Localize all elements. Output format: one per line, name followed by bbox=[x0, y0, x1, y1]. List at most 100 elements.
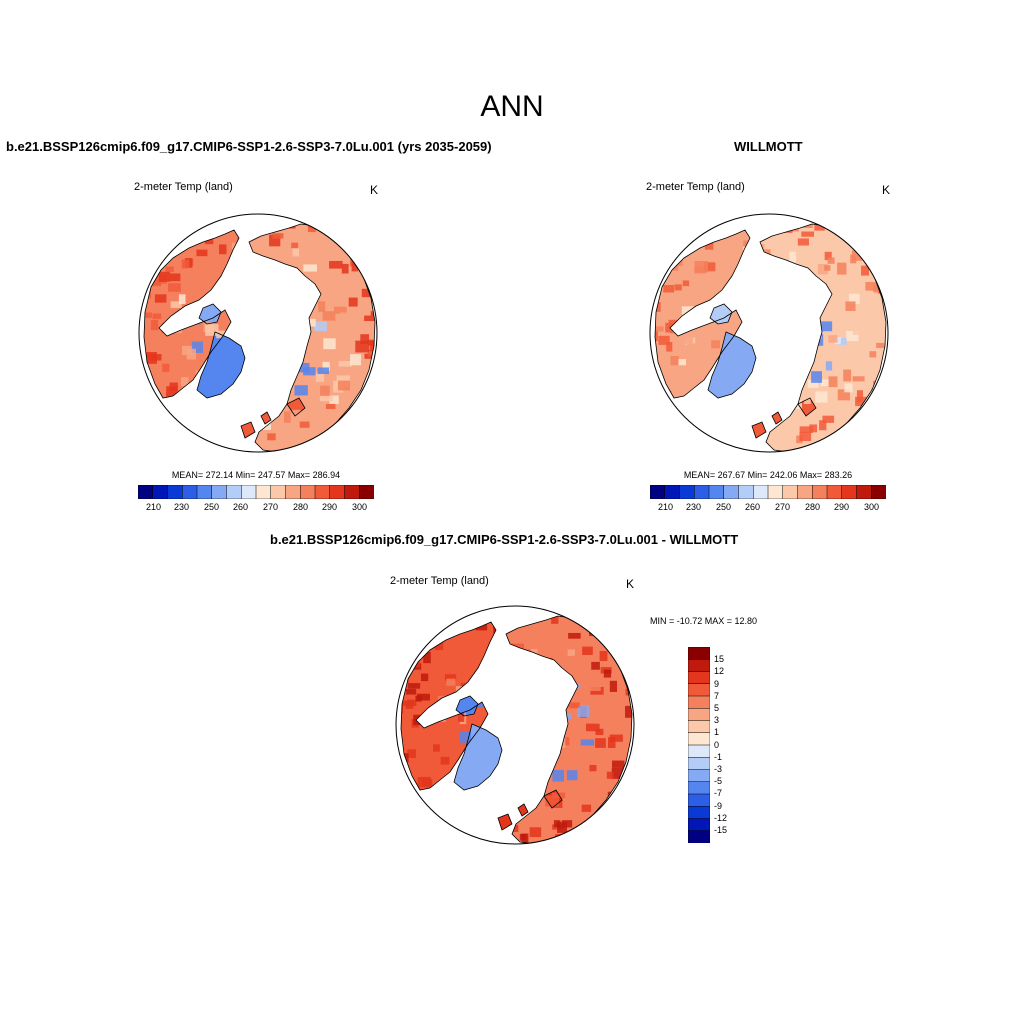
temperature-cell bbox=[184, 229, 191, 236]
temperature-cell bbox=[879, 234, 886, 246]
temperature-cell bbox=[209, 446, 222, 452]
temperature-cell bbox=[828, 335, 838, 343]
temperature-cell bbox=[837, 337, 847, 345]
temperature-cell bbox=[694, 261, 709, 273]
temperature-cell bbox=[545, 795, 559, 807]
diff-tick: -15 bbox=[714, 825, 728, 835]
land-arctic-archipelago bbox=[456, 696, 478, 716]
temperature-cell bbox=[409, 645, 419, 652]
diff-tick: -5 bbox=[714, 776, 723, 786]
temperature-cell bbox=[563, 713, 572, 722]
diff-tick: -12 bbox=[714, 813, 728, 823]
colorbar-swatch bbox=[285, 485, 301, 499]
temperature-cell bbox=[516, 679, 528, 686]
temperature-cell bbox=[407, 749, 416, 758]
temperature-cell bbox=[699, 312, 711, 319]
land-island bbox=[241, 422, 255, 438]
temperature-cell bbox=[338, 361, 353, 367]
temperature-cell bbox=[889, 305, 890, 316]
colorbar-swatch bbox=[688, 781, 710, 795]
temperature-cell bbox=[687, 316, 699, 326]
temperature-cell bbox=[804, 272, 811, 284]
diff-tick: 9 bbox=[714, 679, 720, 689]
temperature-cell bbox=[330, 448, 339, 452]
temperature-cell bbox=[407, 655, 420, 668]
temperature-cell bbox=[445, 796, 455, 804]
obs-tick: 300 bbox=[864, 502, 880, 512]
temperature-cell bbox=[367, 254, 375, 263]
obs-unit-label: K bbox=[882, 183, 891, 197]
temperature-cell bbox=[587, 681, 601, 691]
temperature-cell bbox=[329, 260, 343, 269]
coastline bbox=[707, 331, 757, 399]
colorbar-swatch bbox=[782, 485, 799, 499]
obs-tick: 260 bbox=[745, 502, 761, 512]
temperature-cell bbox=[201, 400, 213, 407]
temperature-cell bbox=[581, 804, 592, 812]
temperature-cell bbox=[177, 235, 188, 244]
temperature-cell bbox=[862, 235, 877, 248]
temperature-cell bbox=[621, 616, 630, 617]
temperature-cell bbox=[245, 369, 259, 379]
temperature-cell bbox=[806, 280, 814, 289]
colorbar-swatch bbox=[826, 485, 843, 499]
colorbar-swatch bbox=[688, 806, 710, 820]
coastline bbox=[771, 411, 783, 425]
temperature-cell bbox=[504, 703, 515, 710]
temperature-cell bbox=[595, 738, 606, 748]
diff-tick: 3 bbox=[714, 715, 720, 725]
temperature-cell bbox=[672, 398, 683, 409]
temperature-cell bbox=[838, 354, 852, 363]
temperature-cell bbox=[152, 313, 162, 320]
land-island bbox=[261, 412, 271, 424]
temperature-cell bbox=[665, 447, 674, 452]
temperature-cell bbox=[733, 293, 747, 303]
temperature-cell bbox=[339, 429, 353, 440]
temperature-cell bbox=[144, 230, 152, 237]
colorbar-swatch bbox=[300, 485, 316, 499]
temperature-cell bbox=[230, 319, 244, 328]
temperature-cell bbox=[200, 423, 214, 431]
land-arctic-archipelago bbox=[199, 304, 221, 324]
colorbar-swatch bbox=[255, 485, 272, 499]
temperature-cell bbox=[611, 760, 625, 768]
temperature-cell bbox=[582, 743, 593, 753]
temperature-cell bbox=[163, 422, 176, 433]
temperature-cell bbox=[670, 355, 679, 366]
temperature-cell bbox=[370, 311, 375, 317]
model-variable-label: 2-meter Temp (land) bbox=[134, 181, 233, 193]
temperature-cell bbox=[145, 239, 154, 247]
temperature-cell bbox=[556, 782, 569, 792]
colorbar-swatch bbox=[679, 485, 695, 499]
model-polar-map bbox=[138, 213, 378, 453]
temperature-cell bbox=[814, 224, 825, 231]
diff-variable-label: 2-meter Temp (land) bbox=[390, 575, 489, 587]
temperature-cell bbox=[824, 265, 831, 271]
temperature-cell bbox=[863, 436, 871, 448]
coastline bbox=[497, 813, 513, 831]
temperature-cell bbox=[144, 390, 150, 402]
temperature-cell bbox=[828, 376, 838, 388]
temperature-cell bbox=[236, 237, 245, 245]
temperature-cell bbox=[417, 776, 431, 788]
temperature-cell bbox=[203, 286, 212, 296]
temperature-cell bbox=[852, 376, 865, 382]
obs-stats: MEAN= 267.67 Min= 242.06 Max= 283.26 bbox=[683, 470, 853, 480]
diff-tick: -3 bbox=[714, 764, 723, 774]
temperature-cell bbox=[869, 351, 877, 358]
temperature-cell bbox=[767, 293, 780, 300]
temperature-cell bbox=[367, 403, 375, 414]
temperature-cell bbox=[196, 249, 208, 257]
colorbar-swatch bbox=[688, 793, 710, 807]
temperature-cell bbox=[765, 388, 776, 399]
temperature-cell bbox=[204, 237, 214, 245]
land-north-america bbox=[401, 622, 496, 790]
diff-tick: 12 bbox=[714, 666, 725, 676]
temperature-cell bbox=[865, 281, 879, 291]
temperature-cell bbox=[168, 283, 181, 292]
temperature-cell bbox=[872, 254, 882, 263]
temperature-cell bbox=[420, 673, 429, 682]
temperature-cell bbox=[407, 683, 421, 689]
temperature-cell bbox=[772, 272, 780, 284]
temperature-cell bbox=[815, 391, 828, 403]
